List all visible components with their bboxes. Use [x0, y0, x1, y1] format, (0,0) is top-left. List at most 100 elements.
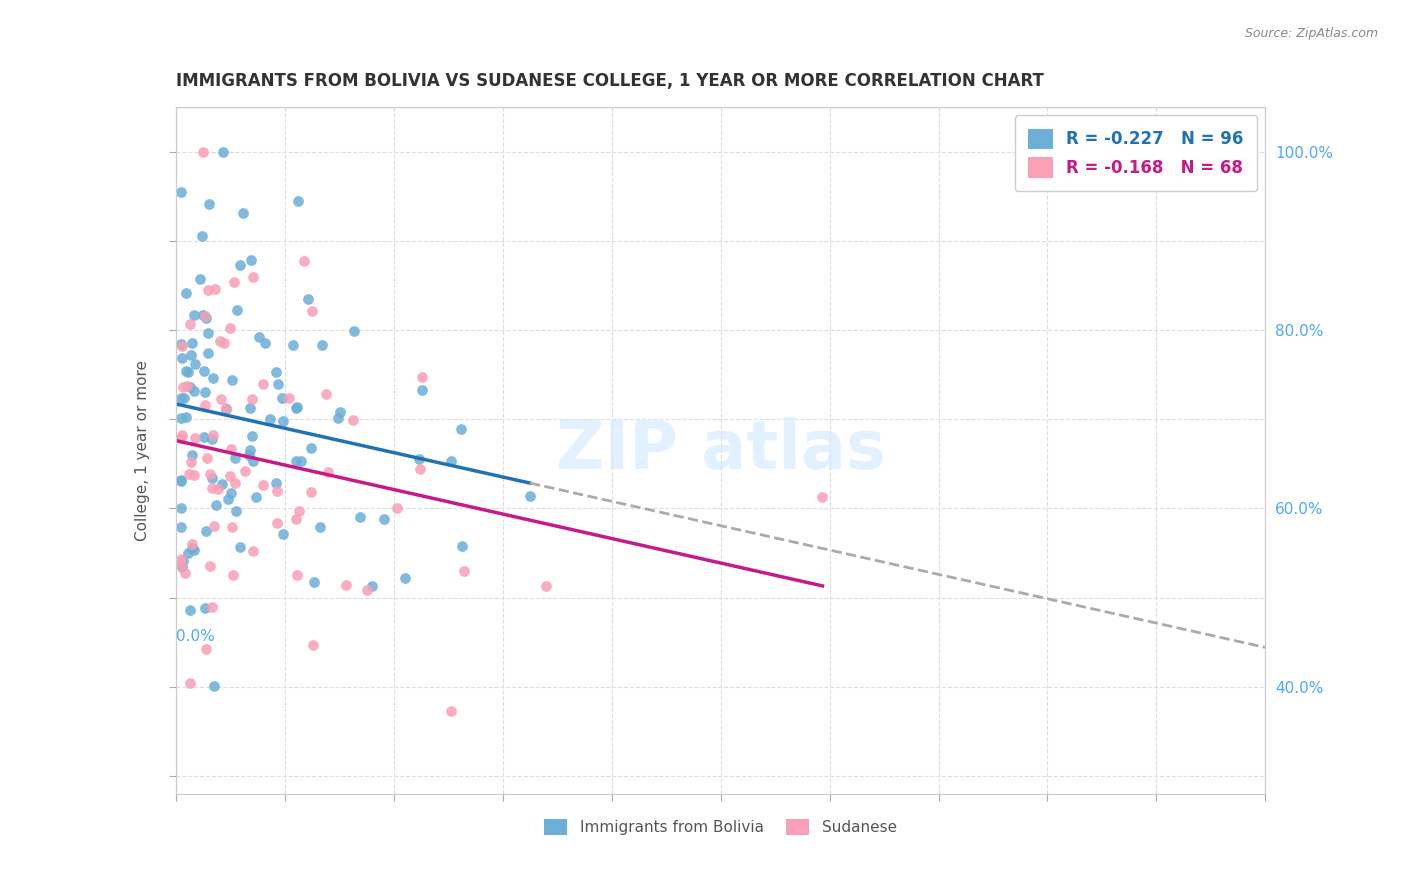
Point: [212, 335, 235, 350]
Point: [183, 467, 205, 482]
Point: [202, 679, 225, 693]
Point: [180, 455, 202, 469]
Point: [214, 402, 236, 417]
Point: [299, 441, 322, 455]
Point: [281, 338, 304, 352]
Point: [222, 568, 245, 582]
Point: [170, 351, 193, 365]
Point: [204, 519, 226, 533]
Point: [233, 464, 256, 478]
Point: [194, 385, 217, 400]
Point: [197, 197, 219, 211]
Point: [285, 568, 308, 582]
Point: [219, 442, 242, 456]
Point: [170, 391, 193, 405]
Point: [534, 579, 557, 593]
Point: [195, 311, 218, 326]
Point: [195, 451, 218, 466]
Point: [302, 638, 325, 652]
Point: [440, 454, 463, 468]
Point: [194, 310, 217, 324]
Point: [273, 414, 295, 428]
Point: [202, 370, 225, 384]
Point: [207, 482, 229, 496]
Point: [271, 391, 294, 405]
Point: [247, 330, 270, 344]
Point: [271, 527, 294, 541]
Point: [288, 504, 311, 518]
Point: [180, 537, 202, 551]
Point: [328, 410, 350, 425]
Point: [224, 476, 246, 491]
Point: [225, 504, 247, 518]
Point: [170, 186, 193, 200]
Point: [224, 451, 246, 466]
Point: [205, 498, 228, 512]
Point: [198, 467, 221, 481]
Point: [170, 473, 193, 487]
Point: [245, 490, 267, 504]
Point: [315, 387, 337, 401]
Point: [453, 564, 475, 578]
Point: [197, 283, 219, 297]
Point: [181, 541, 204, 556]
Point: [172, 339, 194, 353]
Point: [329, 404, 352, 418]
Point: [811, 490, 834, 504]
Point: [174, 285, 197, 300]
Point: [212, 145, 235, 159]
Point: [239, 443, 262, 458]
Point: [229, 258, 252, 272]
Point: [408, 451, 430, 466]
Point: [198, 559, 221, 574]
Point: [197, 346, 219, 360]
Point: [297, 292, 319, 306]
Point: [259, 412, 281, 426]
Text: Source: ZipAtlas.com: Source: ZipAtlas.com: [1244, 27, 1378, 40]
Point: [194, 398, 217, 412]
Point: [302, 574, 325, 589]
Point: [356, 583, 378, 598]
Point: [361, 579, 384, 593]
Point: [183, 384, 205, 399]
Point: [179, 467, 201, 481]
Point: [222, 276, 245, 290]
Point: [252, 477, 274, 491]
Point: [194, 601, 217, 615]
Point: [191, 308, 214, 322]
Point: [309, 519, 332, 533]
Point: [285, 401, 308, 415]
Point: [253, 335, 276, 350]
Point: [267, 376, 290, 391]
Text: ZIP atlas: ZIP atlas: [555, 417, 886, 483]
Point: [191, 145, 214, 159]
Point: [343, 324, 366, 338]
Point: [217, 491, 239, 506]
Point: [209, 392, 232, 407]
Point: [193, 363, 215, 377]
Point: [215, 401, 238, 416]
Point: [173, 566, 195, 580]
Point: [218, 468, 240, 483]
Point: [170, 410, 193, 425]
Point: [201, 433, 224, 447]
Point: [519, 489, 541, 503]
Point: [373, 512, 395, 526]
Point: [218, 320, 240, 334]
Y-axis label: College, 1 year or more: College, 1 year or more: [135, 360, 150, 541]
Point: [411, 369, 433, 384]
Point: [266, 516, 288, 531]
Point: [181, 448, 204, 462]
Point: [238, 448, 260, 462]
Point: [172, 380, 194, 394]
Point: [239, 401, 262, 415]
Point: [450, 422, 472, 436]
Point: [176, 379, 198, 393]
Point: [335, 578, 357, 592]
Point: [290, 454, 312, 468]
Point: [176, 409, 198, 424]
Point: [242, 270, 264, 285]
Point: [201, 481, 224, 495]
Point: [292, 253, 315, 268]
Point: [170, 558, 193, 572]
